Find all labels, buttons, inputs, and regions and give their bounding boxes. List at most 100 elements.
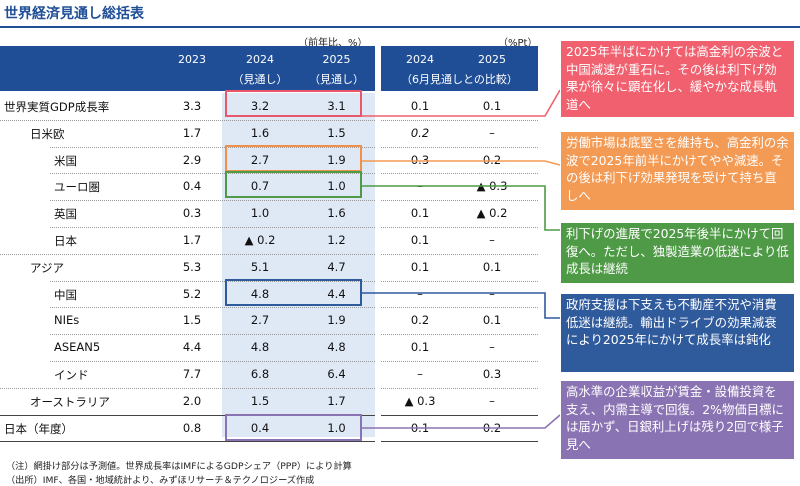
- cell-v2023: 2.0: [182, 393, 202, 408]
- row-divider: [381, 147, 538, 148]
- header-2024-sub: （見通し）: [232, 73, 288, 86]
- cell-v2025: 4.4: [327, 286, 346, 301]
- cell-v2023: 5.2: [182, 286, 202, 301]
- row-divider: [381, 334, 538, 335]
- row-divider: [0, 415, 375, 416]
- cell-v2024: 5.1: [250, 259, 270, 274]
- row-divider: [381, 173, 538, 174]
- cell-v2023: 2.9: [182, 152, 202, 167]
- cell-d2025: ▲ 0.2: [476, 206, 508, 221]
- forecast-shading: [222, 93, 375, 437]
- cell-v2024: 1.0: [250, 206, 270, 221]
- connector-japan: [362, 414, 561, 429]
- row-label: 米国: [54, 153, 77, 168]
- row-label: アジア: [30, 260, 65, 275]
- header-2025: 2025: [322, 53, 351, 66]
- cell-d2025: –: [489, 233, 495, 247]
- header-2023: 2023: [178, 53, 206, 66]
- cell-v2024: 4.8: [250, 340, 270, 355]
- cell-v2025: 1.5: [327, 125, 346, 140]
- unit-label-right: （%Pt）: [498, 38, 538, 49]
- cell-v2025: 4.8: [327, 340, 346, 355]
- callout-euro: 利下げの進展で2025年後半にかけて回復へ。ただし、独製造業の低迷により低成長は…: [560, 222, 795, 284]
- highlight-world: [225, 90, 362, 117]
- row-divider: [50, 361, 375, 362]
- cell-d2024: 0.1: [410, 99, 430, 113]
- cell-v2025: 1.9: [327, 152, 346, 167]
- row-divider: [381, 120, 538, 121]
- cell-v2025: 4.7: [327, 259, 346, 274]
- row-divider: [50, 281, 375, 282]
- callout-china: 政府支援は下支えも不動産不況や消費低迷は継続。輸出ドライブの効果減衰により202…: [560, 293, 795, 373]
- cell-v2024: 0.7: [250, 179, 270, 194]
- row-divider: [50, 227, 375, 228]
- row-divider: [0, 120, 375, 121]
- header-diff-sub: （6月見通しとの比較）: [401, 73, 518, 86]
- cell-v2024: 1.5: [250, 393, 270, 408]
- cell-v2025: 1.0: [327, 420, 346, 435]
- callout-us: 労働市場は底堅さを維持も、高金利の余波で2025年前半にかけてやや減速。その後は…: [560, 131, 795, 211]
- row-label: 英国: [54, 207, 77, 222]
- row-divider: [381, 200, 538, 201]
- highlight-us: [225, 145, 362, 172]
- cell-d2024: ▲ 0.3: [404, 393, 436, 408]
- callout-japan: 高水準の企業収益が賃金・設備投資を支え、内需主導で回復。2%物価目標には届かず、…: [560, 380, 795, 460]
- row-label: ASEAN5: [54, 340, 101, 355]
- cell-v2023: 1.5: [182, 313, 202, 328]
- cell-v2024: 2.7: [250, 313, 270, 328]
- row-label: インド: [54, 368, 89, 382]
- row-divider: [50, 173, 375, 174]
- table-header-left: [0, 46, 375, 91]
- cell-v2025: 1.9: [327, 313, 346, 328]
- cell-v2025: 6.4: [327, 367, 346, 381]
- cell-v2023: 0.8: [182, 420, 202, 435]
- cell-d2025: 0.2: [482, 152, 502, 167]
- row-divider: [50, 200, 375, 201]
- cell-v2023: 5.3: [182, 259, 202, 274]
- header-diff-2024: 2024: [406, 53, 434, 66]
- cell-v2024: 4.8: [250, 286, 270, 301]
- row-divider: [381, 388, 538, 389]
- row-label: 日本: [54, 234, 77, 248]
- cell-d2025: –: [489, 393, 495, 408]
- callout-world: 2025年半ばにかけては高金利の余波と中国減速が重石に。その後は利下げ効果が徐々…: [560, 40, 795, 118]
- row-divider: [381, 227, 538, 228]
- cell-v2025: 1.2: [327, 233, 346, 247]
- cell-v2024: 1.6: [250, 125, 270, 140]
- cell-d2024: –: [417, 367, 423, 381]
- header-diff-2025: 2025: [478, 53, 506, 66]
- connector-euro: [362, 185, 560, 231]
- cell-d2024: 0.1: [410, 259, 430, 274]
- highlight-euro: [225, 171, 362, 198]
- highlight-china: [225, 279, 362, 306]
- cell-v2024: 6.8: [250, 367, 270, 381]
- row-divider: [50, 147, 375, 148]
- row-label: NIEs: [54, 313, 80, 328]
- table-bottom-rule: [381, 441, 538, 442]
- connector-us: [362, 160, 561, 166]
- row-divider: [381, 254, 538, 255]
- page-title: 世界経済見通し総括表: [4, 6, 144, 22]
- cell-v2025: 3.1: [327, 99, 346, 113]
- cell-v2023: 0.3: [182, 206, 202, 221]
- table-bottom-rule: [0, 441, 375, 442]
- cell-v2025: 1.0: [327, 179, 346, 194]
- cell-d2024: 0.2: [410, 313, 430, 328]
- table-header-right: [381, 46, 538, 91]
- cell-v2025: 1.6: [327, 206, 346, 221]
- row-label: ユーロ圏: [54, 180, 100, 195]
- connector-world: [362, 89, 561, 117]
- row-label: 日米欧: [30, 126, 65, 141]
- highlight-japan-fy: [225, 414, 362, 441]
- source-note: （出所）IMF、各国・地域統計より、みずほリサーチ＆テクノロジーズ作成: [6, 475, 315, 486]
- cell-v2025: 1.7: [327, 393, 346, 408]
- row-divider: [381, 281, 538, 282]
- row-label: 日本（年度）: [4, 421, 73, 436]
- connector-china: [362, 292, 560, 319]
- cell-d2024: 0.2: [410, 125, 430, 140]
- cell-d2025: 0.3: [482, 367, 502, 381]
- cell-v2024: 0.4: [250, 420, 270, 435]
- footnote: （注）網掛け部分は予測値。世界成長率はIMFによるGDPシェア（PPP）により計…: [6, 461, 352, 472]
- cell-d2024: 0.1: [410, 340, 430, 355]
